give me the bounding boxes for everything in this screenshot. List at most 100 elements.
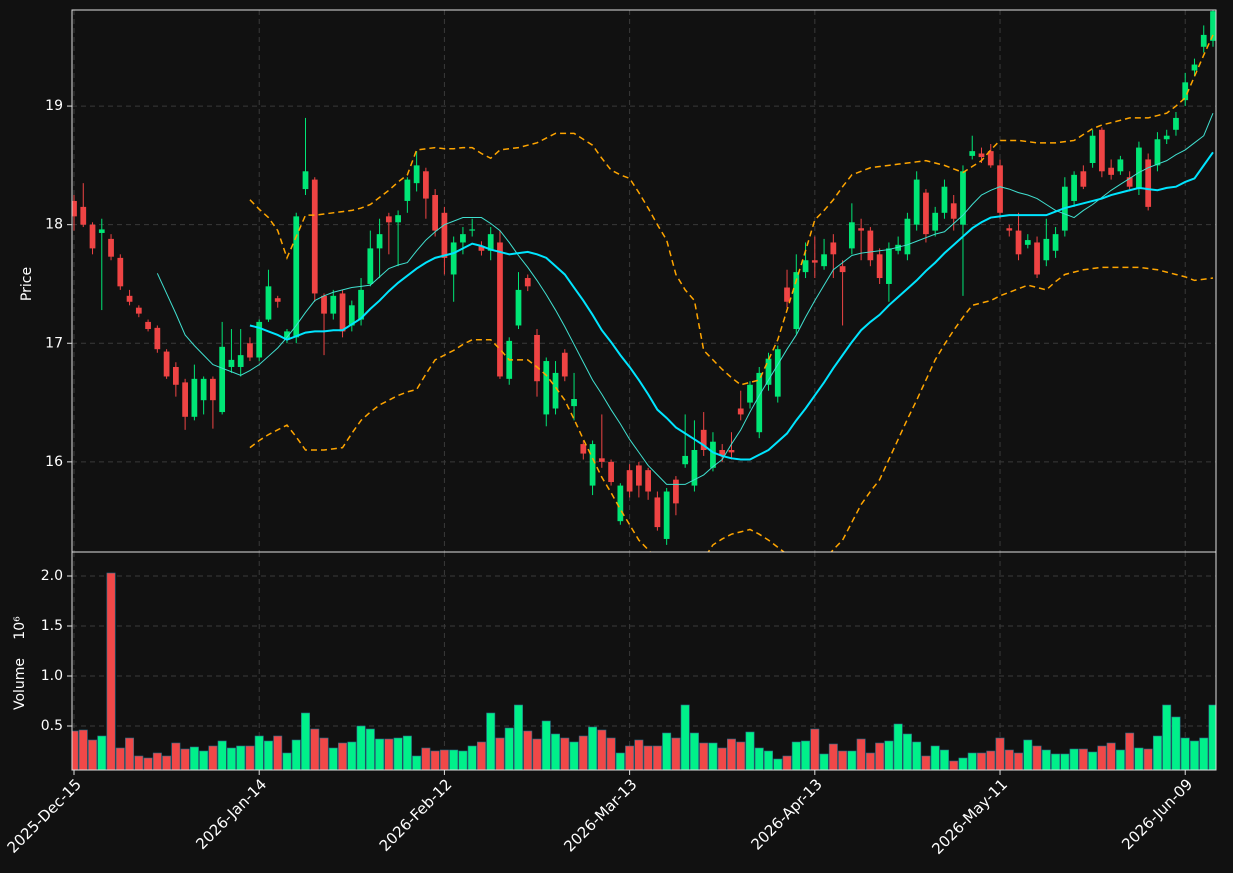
volume-bar [884, 740, 894, 770]
volume-bar [458, 750, 468, 770]
candle-body [960, 171, 966, 225]
candle-body [330, 295, 337, 314]
candle-body [700, 429, 707, 451]
candle-body [348, 305, 355, 326]
candle-body [478, 246, 485, 251]
candle-body [534, 334, 540, 382]
volume-bar [236, 745, 246, 770]
candle-body [423, 171, 429, 199]
volume-bar [467, 745, 477, 770]
candle-body [617, 485, 624, 522]
candle-body [654, 497, 661, 528]
y-tick-label: 0.5 [41, 718, 63, 734]
candle-body [1182, 82, 1189, 101]
candle-body [256, 321, 263, 358]
volume-bar [977, 752, 986, 770]
volume-bar [865, 752, 875, 770]
volume-bar [1014, 752, 1024, 770]
volume-bar [1097, 745, 1107, 770]
volume-bar [606, 737, 616, 770]
candle-body [673, 479, 679, 504]
volume-bar [847, 750, 857, 770]
candle-body [135, 307, 142, 314]
volume-bar [1199, 737, 1209, 770]
volume-bar [652, 745, 662, 770]
volume-bar [949, 760, 959, 770]
volume-bar [486, 712, 496, 770]
candle-body [367, 248, 374, 284]
candle-body [978, 153, 985, 158]
candle-body [404, 179, 411, 201]
volume-bar [78, 729, 88, 770]
volume-bar [680, 704, 690, 770]
volume-bar [662, 732, 672, 770]
volume-bar [282, 752, 292, 770]
candle-body [793, 272, 800, 330]
candle-body [80, 206, 87, 225]
volume-bar [1069, 748, 1079, 770]
candle-body [200, 378, 207, 401]
band-line [249, 34, 1214, 386]
volume-bar [1088, 751, 1098, 770]
candle-body [1163, 135, 1170, 140]
candle-body [913, 179, 920, 225]
candle-body [98, 229, 105, 233]
candle-body [1191, 64, 1198, 71]
volume-bar [764, 750, 773, 770]
volume-bar [301, 712, 310, 770]
volume-bar [1152, 735, 1162, 770]
y-tick-label: 18 [45, 217, 63, 233]
candle-body [765, 358, 772, 385]
volume-bar [328, 747, 338, 770]
volume-bar [1115, 749, 1125, 770]
volume-bar [495, 737, 505, 770]
volume-bar [319, 737, 329, 770]
candle-body [293, 216, 300, 338]
candle-body [876, 254, 883, 279]
volume-bar [1208, 704, 1216, 770]
candle-body [311, 179, 318, 294]
volume-bar [347, 741, 357, 770]
candle-body [802, 260, 809, 273]
candle-body [1145, 159, 1152, 207]
volume-bar [828, 743, 838, 770]
volume-bar [875, 742, 885, 770]
candle-body [302, 171, 309, 190]
candle-body [126, 295, 133, 302]
candle-body [172, 366, 179, 385]
candle-body [385, 216, 392, 223]
volume-bar [273, 735, 283, 770]
volume-bar [782, 755, 792, 770]
candle-body [1200, 34, 1207, 47]
candle-body [848, 222, 855, 249]
volume-bar [189, 746, 199, 770]
volume-bar [263, 740, 273, 770]
volume-bar [1125, 732, 1135, 770]
candle-body [608, 461, 614, 483]
candle-body [691, 450, 698, 486]
volume-bar [134, 755, 144, 770]
candle-body [589, 444, 596, 486]
volume-bar [1078, 748, 1088, 770]
candle-body [413, 165, 420, 184]
price-axis-label: Price [19, 267, 35, 301]
candle-body [784, 287, 790, 302]
volume-bar [115, 747, 125, 770]
volume-bar [736, 741, 746, 770]
volume-bar [773, 758, 783, 770]
volume-frame [71, 551, 1217, 771]
volume-bar [504, 727, 514, 770]
volume-bar [699, 742, 709, 770]
volume-bar [967, 752, 977, 770]
volume-bar [671, 737, 681, 770]
candle-body [219, 346, 226, 413]
candle-body [524, 278, 531, 287]
candle-body [543, 361, 550, 415]
volume-bar [199, 750, 209, 770]
candle-body [867, 230, 874, 261]
candle-body [247, 343, 253, 358]
volume-bar [88, 739, 97, 770]
volume-bar [514, 704, 523, 770]
candle-body [728, 450, 735, 453]
volume-bar [912, 741, 922, 770]
